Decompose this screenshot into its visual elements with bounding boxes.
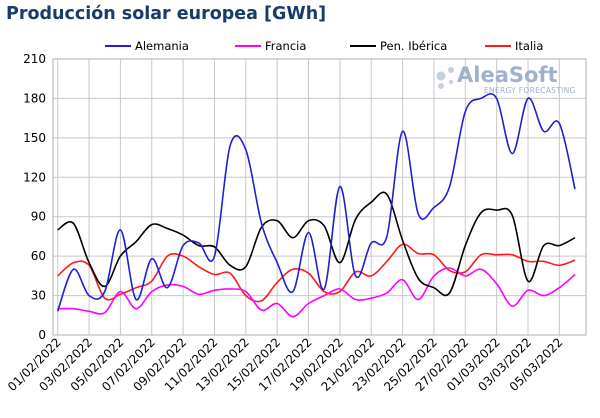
- legend-item: Italia: [485, 39, 543, 53]
- series-line-italia: [57, 243, 576, 303]
- legend: Alemania Francia Pen. Ibérica Italia: [105, 39, 543, 53]
- y-axis: 0 30 60 90 120 150 180 210: [23, 52, 46, 342]
- y-tick-label: 0: [38, 328, 46, 342]
- y-tick-label: 120: [23, 170, 46, 184]
- chart-title: Producción solar europea [GWh]: [6, 4, 327, 24]
- legend-label: Pen. Ibérica: [380, 39, 447, 53]
- y-tick-label: 60: [31, 249, 46, 263]
- watermark-logo: AleaSoft ENERGY FORECASTING: [436, 63, 576, 95]
- legend-item: Pen. Ibérica: [350, 39, 447, 53]
- y-tick-label: 150: [23, 131, 46, 145]
- legend-label: Italia: [515, 39, 543, 53]
- series-line-alemania: [56, 92, 576, 312]
- y-tick-label: 30: [31, 289, 46, 303]
- legend-item: Francia: [235, 39, 306, 53]
- legend-label: Alemania: [135, 39, 189, 53]
- series-line-pen-ib-rica: [57, 191, 576, 297]
- legend-item: Alemania: [105, 39, 189, 53]
- y-tick-label: 90: [31, 210, 46, 224]
- series-line-francia: [57, 267, 576, 318]
- y-tick-label: 210: [23, 52, 46, 66]
- legend-label: Francia: [265, 39, 306, 53]
- aleasoft-logo-icon: [436, 67, 454, 89]
- grid: [52, 58, 587, 336]
- plot-area: [52, 58, 587, 336]
- series-lines: [56, 92, 576, 318]
- x-axis: 01/02/202203/02/202205/02/202207/02/2022…: [5, 335, 565, 394]
- watermark-brand: AleaSoft: [457, 63, 558, 87]
- y-tick-label: 180: [23, 91, 46, 105]
- watermark-tagline: ENERGY FORECASTING: [484, 86, 576, 95]
